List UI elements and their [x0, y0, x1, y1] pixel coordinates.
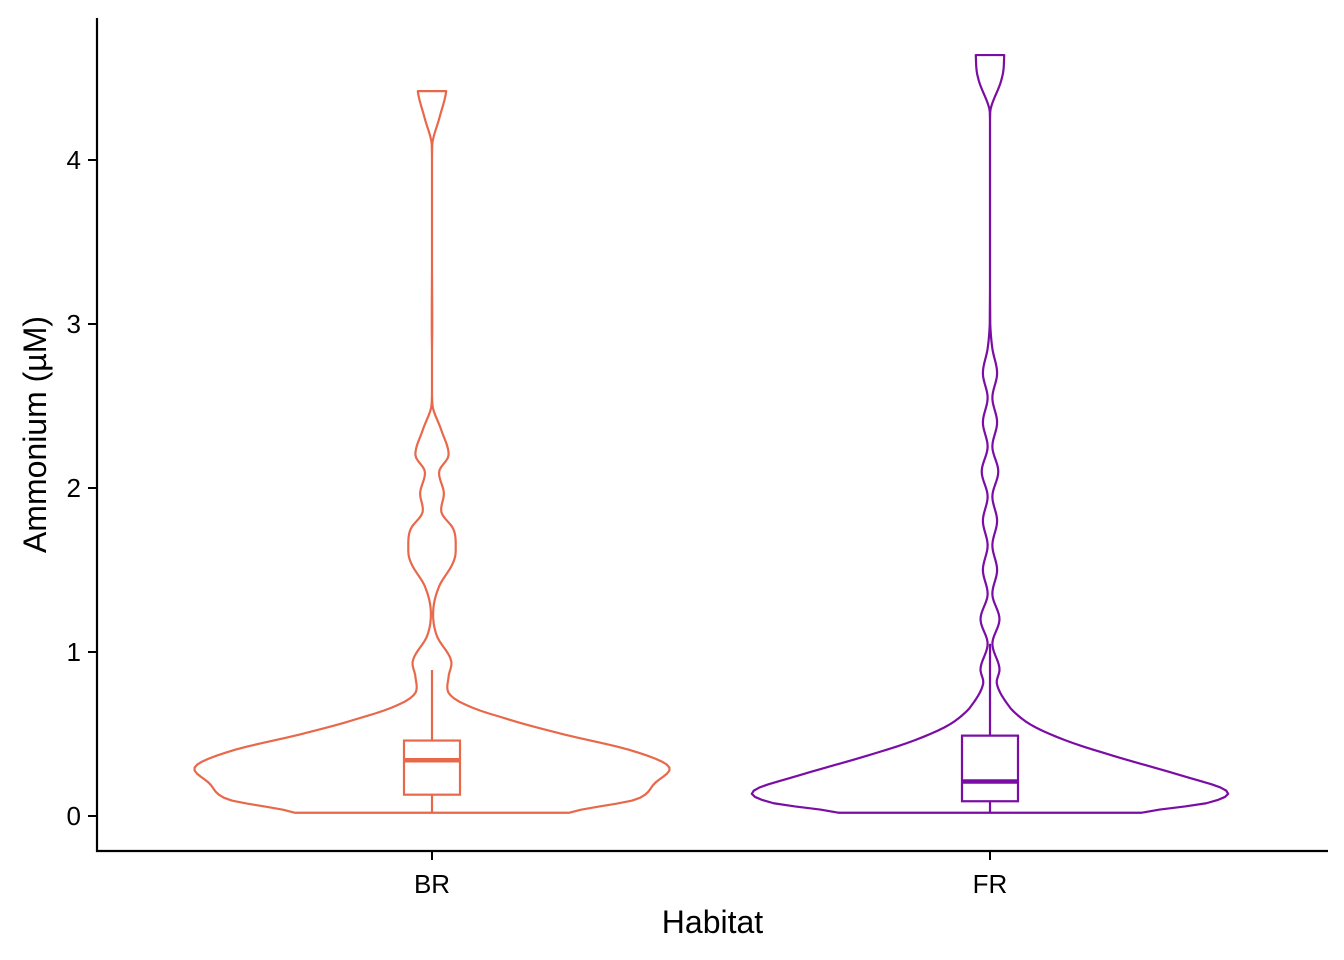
violin-outline [750, 53, 1230, 814]
violin-group-fr [750, 53, 1230, 814]
x-tick-label: BR [414, 869, 450, 899]
violin-group-br [193, 90, 671, 814]
x-axis-ticks: BR FR [414, 851, 1007, 899]
x-axis-title: Habitat [662, 904, 764, 940]
y-tick-label: 1 [67, 637, 81, 667]
y-tick-label: 3 [67, 309, 81, 339]
y-tick-label: 0 [67, 801, 81, 831]
y-axis-ticks: 0 1 2 3 4 [67, 145, 97, 831]
x-tick-label: FR [973, 869, 1008, 899]
y-tick-label: 4 [67, 145, 81, 175]
violin-outline [193, 90, 671, 814]
y-axis-title: Ammonium (µM) [17, 316, 53, 553]
iqr-box [402, 739, 462, 796]
y-tick-label: 2 [67, 473, 81, 503]
iqr-box [960, 734, 1020, 803]
plot-area [193, 53, 1230, 814]
